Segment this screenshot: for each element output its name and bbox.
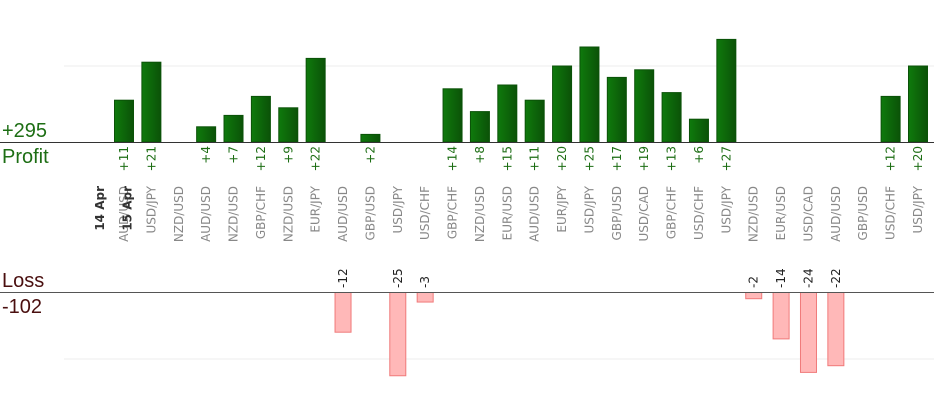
profit-value-label: +21 [144, 146, 158, 171]
profit-bar [661, 92, 682, 142]
category-label: USD/CHF [692, 186, 706, 240]
profit-bar [552, 65, 573, 142]
profit-bar [688, 118, 709, 142]
profit-value-label: +6 [692, 146, 706, 164]
profit-value-label: +8 [473, 146, 487, 164]
profit-value-label: +7 [227, 146, 241, 164]
profit-value-label: +13 [665, 146, 679, 171]
loss-value-labels: -12 -25 -3 -2 -14 -24 -22 [336, 268, 843, 288]
category-label: USD/CAD [801, 186, 815, 242]
category-label: GBP/USD [856, 186, 870, 240]
profit-value-label: +15 [500, 146, 514, 171]
category-label: USD/JPY [911, 185, 925, 233]
profit-value-label: +27 [719, 146, 733, 171]
category-label: EUR/JPY [309, 185, 323, 232]
profit-bars [114, 38, 928, 142]
loss-value-label: -24 [801, 268, 815, 288]
profit-bar [880, 95, 901, 142]
profit-value-label: +25 [582, 146, 596, 171]
profit-value-label: +12 [254, 146, 268, 171]
category-label: USD/CAD [637, 186, 651, 242]
category-label: AUD/USD [336, 186, 350, 242]
profit-bar [360, 133, 381, 142]
profit-value-label: +11 [528, 146, 542, 171]
profit-value-label: +20 [911, 146, 925, 171]
profit-bar [250, 95, 271, 142]
category-label: USD/CHF [418, 186, 432, 240]
category-label: USD/JPY [144, 185, 158, 233]
profit-bar [442, 88, 463, 142]
date-label: 15 Apr [120, 186, 134, 231]
profit-bar [716, 38, 737, 142]
category-label: GBP/CHF [254, 186, 268, 239]
profit-total: +295 [2, 120, 47, 142]
category-label: AUD/USD [829, 186, 843, 242]
profit-bar [908, 65, 928, 142]
profit-bar [579, 46, 600, 142]
category-label: GBP/CHF [446, 186, 460, 239]
category-label: USD/JPY [391, 185, 405, 233]
loss-bar [827, 292, 845, 367]
category-label: EUR/JPY [555, 185, 569, 232]
loss-value-label: -12 [336, 268, 350, 288]
category-label: AUD/USD [117, 186, 131, 242]
category-labels: AUD/USD USD/JPY NZD/USD AUD/USD NZD/USD GBP/C… [117, 185, 925, 242]
profit-value-labels: +11 +21 +4 +7 +12 +9 +22 +2 +14 +8 +15 +11 +20 +25 +17… [117, 146, 925, 171]
profit-bar [141, 61, 162, 142]
category-label: GBP/USD [363, 186, 377, 240]
loss-label: Loss [2, 270, 44, 292]
category-label: NZD/USD [172, 186, 186, 242]
profit-bar [634, 69, 655, 142]
loss-total: -102 [2, 296, 42, 318]
profit-bar [196, 126, 217, 142]
profit-bar [278, 107, 299, 142]
category-label: NZD/USD [473, 186, 487, 242]
loss-value-label: -25 [391, 268, 405, 288]
profit-value-label: +9 [281, 146, 295, 164]
loss-value-label: -22 [829, 268, 843, 288]
loss-bar [416, 292, 434, 303]
profit-value-label: +14 [446, 146, 460, 171]
loss-value-label: -3 [418, 276, 432, 288]
profit-value-label: +2 [363, 146, 377, 164]
loss-bar [772, 292, 790, 340]
profit-bar [606, 76, 627, 142]
date-labels: 14 Apr 15 Apr [93, 186, 134, 231]
category-label: EUR/USD [500, 186, 514, 240]
category-label: AUD/USD [528, 186, 542, 242]
profit-bar [223, 114, 244, 142]
loss-bar [799, 292, 817, 373]
category-label: NZD/USD [227, 186, 241, 242]
profit-value-label: +22 [309, 146, 323, 171]
profit-value-label: +11 [117, 146, 131, 171]
profit-bar [497, 84, 518, 142]
category-label: USD/JPY [582, 185, 596, 233]
loss-bars [334, 292, 845, 377]
profit-value-label: +19 [637, 146, 651, 171]
category-label: GBP/CHF [665, 186, 679, 239]
profit-value-label: +4 [199, 146, 213, 164]
category-label: NZD/USD [747, 186, 761, 242]
category-label: USD/CHF [884, 186, 898, 240]
loss-bar [745, 292, 763, 300]
profit-value-label: +12 [884, 146, 898, 171]
profit-bar [114, 99, 134, 142]
profit-value-label: +20 [555, 146, 569, 171]
category-label: NZD/USD [281, 186, 295, 242]
category-label: AUD/USD [199, 186, 213, 242]
category-label: GBP/USD [610, 186, 624, 240]
date-label: 14 Apr [93, 186, 107, 231]
loss-bar [389, 292, 407, 377]
profit-bar [524, 99, 545, 142]
category-label: USD/JPY [719, 185, 733, 233]
profit-bar [469, 111, 490, 142]
profit-label: Profit [2, 146, 49, 168]
loss-bar [334, 292, 352, 333]
profit-bar [305, 57, 326, 142]
loss-value-label: -2 [747, 276, 761, 288]
profit-value-label: +17 [610, 146, 624, 171]
loss-value-label: -14 [774, 268, 788, 288]
category-label: EUR/USD [774, 186, 788, 240]
